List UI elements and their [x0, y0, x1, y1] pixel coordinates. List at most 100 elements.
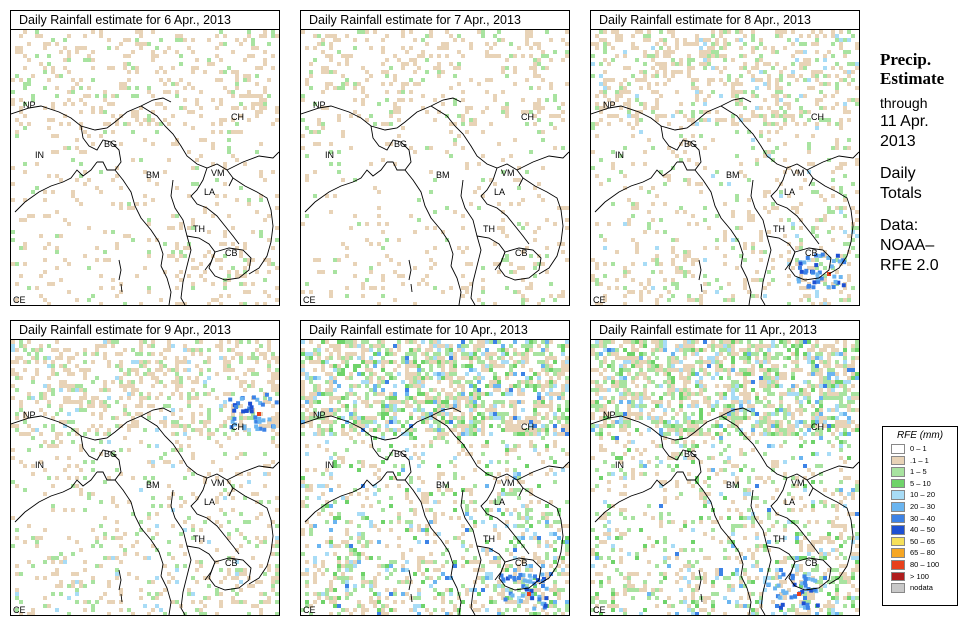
rain-cell: [67, 356, 71, 360]
rain-cell: [417, 524, 421, 528]
rain-cell: [413, 400, 417, 404]
rain-cell: [393, 376, 397, 380]
rain-cell: [119, 608, 123, 612]
rain-cell: [457, 404, 461, 408]
rain-cell: [767, 138, 771, 142]
rain-cell: [815, 218, 819, 222]
rain-cell: [743, 62, 747, 66]
rain-cell: [151, 544, 155, 548]
rain-cell: [477, 30, 481, 34]
rain-cell: [107, 66, 111, 70]
rain-cell: [425, 496, 429, 500]
rain-cell: [385, 98, 389, 102]
rain-cell: [337, 340, 341, 344]
rain-cell: [103, 340, 107, 344]
rain-cell: [445, 412, 449, 416]
rain-cell: [545, 412, 549, 416]
rain-cell: [79, 202, 83, 206]
rain-cell: [235, 572, 239, 576]
rain-cell: [79, 174, 83, 178]
rain-cell: [99, 388, 103, 392]
rain-cell: [341, 456, 345, 460]
rain-cell: [211, 298, 215, 302]
rain-cell: [441, 372, 445, 376]
rain-cell: [187, 110, 191, 114]
rain-cell: [815, 74, 819, 78]
rain-cell: [191, 456, 195, 460]
rain-cell: [723, 38, 727, 42]
rain-cell: [159, 66, 163, 70]
rain-cell: [365, 360, 369, 364]
rain-cell: [513, 472, 517, 476]
rain-cell: [603, 58, 607, 62]
rain-cell: [39, 344, 43, 348]
rain-cell: [627, 218, 631, 222]
rain-cell: [71, 400, 75, 404]
rain-cell: [255, 114, 259, 118]
rain-cell: [107, 364, 111, 368]
rain-cell: [691, 118, 695, 122]
rain-cell: [501, 364, 505, 368]
rain-cell: [429, 520, 433, 524]
rain-cell: [767, 106, 771, 110]
rain-cell: [345, 576, 349, 580]
rain-cell: [15, 74, 19, 78]
rain-cell: [489, 404, 493, 408]
rain-cell: [413, 408, 417, 412]
rain-cell: [183, 612, 187, 615]
rain-cell: [731, 298, 735, 302]
rain-cell: [417, 66, 421, 70]
rain-cell: [357, 468, 361, 472]
rain-cell: [553, 50, 557, 54]
rain-cell: [553, 432, 557, 436]
rain-cell: [759, 58, 763, 62]
rain-cell: [147, 392, 151, 396]
rain-cell: [195, 166, 199, 170]
rain-cell: [453, 380, 457, 384]
rain-cell: [365, 516, 369, 520]
rain-cell: [549, 384, 553, 388]
rain-cell: [525, 428, 529, 432]
rain-cell: [373, 428, 377, 432]
rain-cell: [599, 82, 603, 86]
rain-cell: [275, 580, 279, 584]
rain-cell: [219, 102, 223, 106]
rain-cell: [517, 444, 521, 448]
rain-cell: [549, 340, 553, 344]
rain-cell: [537, 130, 541, 134]
rain-cell: [79, 408, 83, 412]
rain-cell: [627, 290, 631, 294]
rain-cell: [55, 432, 59, 436]
rain-cell: [159, 456, 163, 460]
rain-cell: [389, 496, 393, 500]
rain-cell: [373, 286, 377, 290]
rain-cell: [271, 440, 275, 444]
rain-cell: [381, 508, 385, 512]
rain-cell: [425, 376, 429, 380]
rain-cell: [691, 274, 695, 278]
rain-cell: [603, 246, 607, 250]
rain-cell: [469, 384, 473, 388]
rain-cell: [663, 182, 667, 186]
rain-cell: [361, 580, 365, 584]
country-label-np: NP: [23, 410, 36, 420]
rain-cell: [183, 344, 187, 348]
rain-cell: [501, 412, 505, 416]
rain-cell: [107, 600, 111, 604]
rain-cell: [191, 182, 195, 186]
rain-cell: [147, 286, 151, 290]
rain-cell: [751, 46, 755, 50]
rain-cell: [505, 58, 509, 62]
rain-cell: [541, 130, 545, 134]
rain-cell: [385, 352, 389, 356]
rain-cell: [175, 600, 179, 604]
rain-cell: [111, 344, 115, 348]
rain-cell: [461, 352, 465, 356]
rain-cell: [751, 78, 755, 82]
rain-cell: [365, 70, 369, 74]
rain-cell: [313, 360, 317, 364]
rain-cell: [163, 372, 167, 376]
rain-cell: [251, 492, 255, 496]
rain-cell: [271, 588, 275, 592]
rain-cell: [139, 528, 143, 532]
